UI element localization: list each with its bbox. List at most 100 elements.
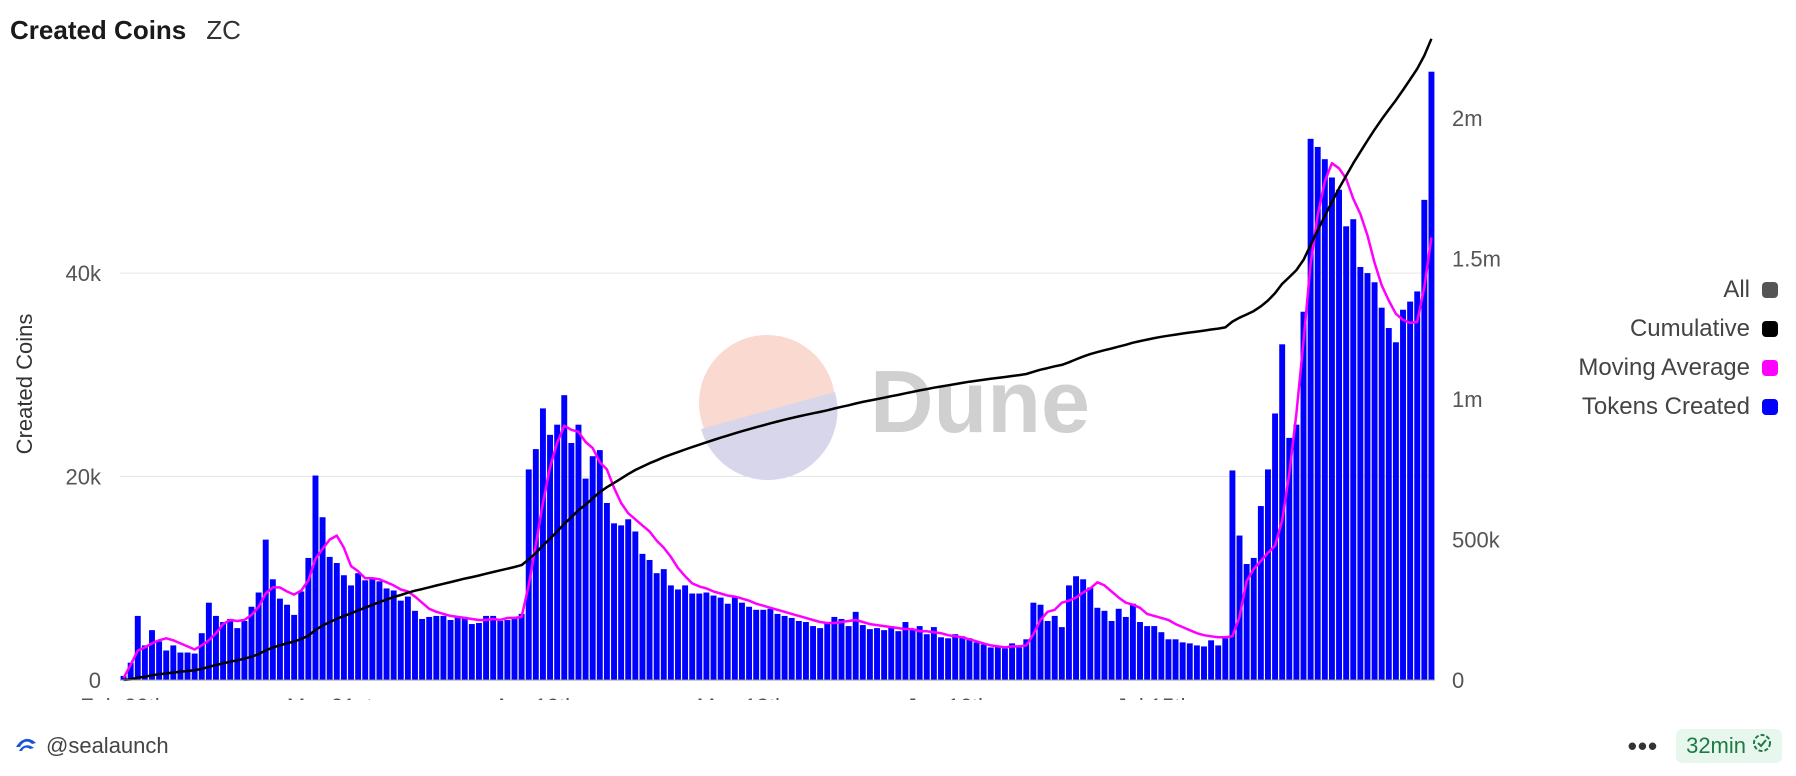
- y2-tick-label: 500k: [1452, 528, 1501, 553]
- bar: [923, 634, 930, 680]
- bar: [1186, 643, 1193, 680]
- legend-item[interactable]: Moving Average: [1578, 348, 1778, 387]
- bar: [1250, 557, 1257, 680]
- bar: [1257, 506, 1264, 680]
- bar: [369, 579, 376, 680]
- bar: [319, 517, 326, 680]
- refresh-badge[interactable]: 32min: [1676, 729, 1782, 763]
- bar: [930, 627, 937, 680]
- bar: [831, 616, 838, 680]
- axes: 0 20k 40k 0 500k 1m 1.5m 2m Feb 20th Mar 21st Apr …: [66, 106, 1501, 700]
- bar: [959, 636, 966, 680]
- bar: [824, 622, 831, 680]
- bar: [433, 615, 440, 680]
- bar: [1002, 648, 1008, 680]
- bar: [376, 581, 383, 680]
- bar: [973, 642, 980, 680]
- watermark-logo-bottom: [701, 392, 838, 481]
- bar: [1058, 627, 1065, 680]
- bar: [838, 618, 845, 680]
- bar: [625, 519, 632, 680]
- bar: [1051, 615, 1058, 680]
- bar: [1265, 469, 1271, 680]
- bar: [1009, 643, 1016, 680]
- bar: [902, 622, 909, 680]
- bar: [1023, 639, 1030, 680]
- y-tick-label: 40k: [66, 261, 102, 286]
- legend-item[interactable]: All: [1578, 270, 1778, 309]
- legend-label: Moving Average: [1578, 353, 1750, 381]
- bar: [262, 539, 269, 680]
- bar: [603, 503, 610, 680]
- bar: [1016, 647, 1023, 680]
- bar: [874, 628, 880, 680]
- bar: [184, 652, 191, 680]
- bar: [1108, 621, 1115, 680]
- x-tick-label: Jul 15th: [1116, 694, 1193, 700]
- bar: [141, 645, 148, 680]
- bar: [312, 475, 319, 680]
- bar: [333, 563, 340, 680]
- bar: [1073, 576, 1079, 680]
- check-circle-icon: [1752, 733, 1772, 759]
- bar: [980, 644, 987, 680]
- more-options-icon[interactable]: •••: [1627, 730, 1659, 761]
- author-name: @sealaunch: [46, 733, 169, 758]
- bar: [461, 616, 468, 680]
- bar: [881, 630, 888, 680]
- bar: [1336, 189, 1342, 681]
- bar: [1371, 282, 1378, 680]
- bar: [945, 638, 952, 680]
- bar: [227, 618, 234, 680]
- bar: [383, 588, 390, 680]
- bar: [1193, 645, 1200, 680]
- author[interactable]: @sealaunch: [14, 731, 169, 761]
- bar: [852, 611, 859, 680]
- bar: [440, 615, 447, 680]
- bar: [1101, 610, 1108, 680]
- bar: [497, 621, 504, 680]
- x-tick-label: Feb 20th: [80, 694, 167, 700]
- legend-item[interactable]: Tokens Created: [1578, 387, 1778, 426]
- bar: [1137, 622, 1143, 680]
- bar: [511, 617, 518, 680]
- legend: All Cumulative Moving Average Tokens Create…: [1578, 270, 1778, 426]
- bar: [255, 592, 262, 680]
- bar: [1087, 587, 1094, 680]
- bar: [426, 616, 433, 680]
- bar: [248, 606, 255, 680]
- bar: [724, 603, 731, 680]
- chart-canvas: Dune 0 20k 40k 0 500k 1m 1.5m 2m Feb 20th Mar 21s…: [12, 38, 1501, 700]
- bar: [802, 622, 809, 680]
- bar: [845, 626, 852, 680]
- bar: [596, 450, 603, 680]
- bar: [1215, 645, 1222, 680]
- bar: [696, 593, 703, 680]
- bar: [518, 613, 525, 680]
- bar: [675, 589, 681, 680]
- bar: [639, 553, 646, 680]
- bar: [618, 525, 625, 680]
- bar: [447, 619, 454, 680]
- bar: [404, 596, 411, 680]
- bar: [1414, 291, 1421, 680]
- legend-item[interactable]: Cumulative: [1578, 309, 1778, 348]
- bar: [1201, 646, 1207, 680]
- y-axis-label: Created Coins: [12, 314, 37, 455]
- bar: [710, 595, 717, 680]
- bar: [916, 626, 923, 680]
- bar: [1428, 71, 1435, 681]
- bar: [362, 580, 369, 680]
- bar: [1364, 273, 1371, 680]
- legend-swatch: [1762, 359, 1778, 376]
- bar: [582, 478, 589, 680]
- bar: [1165, 639, 1172, 680]
- bar: [731, 597, 738, 680]
- bar: [1172, 639, 1179, 680]
- bar: [589, 456, 596, 680]
- bar: [170, 645, 177, 680]
- bar: [504, 619, 511, 680]
- bar: [1037, 604, 1044, 680]
- bar: [326, 556, 333, 680]
- x-tick-label: Mar 21st: [287, 694, 373, 700]
